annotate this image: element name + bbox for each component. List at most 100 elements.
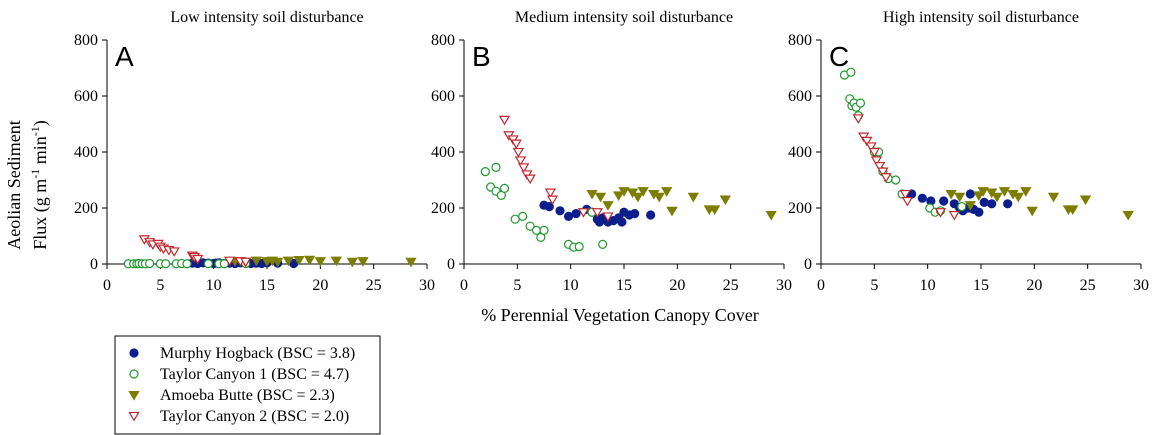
data-point xyxy=(917,193,927,203)
data-point xyxy=(948,210,960,221)
data-point xyxy=(518,211,528,221)
x-tick-label: 20 xyxy=(669,277,685,294)
data-point xyxy=(539,225,549,235)
data-point xyxy=(602,212,614,222)
x-tick-label: 15 xyxy=(973,277,989,294)
data-point xyxy=(480,167,490,177)
x-tick-label: 25 xyxy=(1080,277,1096,294)
data-point xyxy=(945,189,957,200)
data-point xyxy=(594,192,607,203)
panel-title: Low intensity soil disturbance xyxy=(170,9,363,26)
data-point xyxy=(1067,205,1079,215)
data-point xyxy=(330,256,342,267)
panel-title: Medium intensity soil disturbance xyxy=(515,9,733,26)
data-point xyxy=(518,163,530,173)
data-point xyxy=(617,217,627,227)
x-tick-label: 30 xyxy=(776,277,792,294)
data-point xyxy=(161,259,171,269)
series-taylor2 xyxy=(138,235,252,268)
data-point xyxy=(899,189,911,200)
x-tick-label: 25 xyxy=(723,277,739,294)
data-point xyxy=(514,156,527,166)
data-point xyxy=(987,199,997,209)
y-tick-label: 200 xyxy=(788,200,812,217)
x-tick-label: 5 xyxy=(513,277,521,294)
y-axis-label-line1: Aeolian Sediment xyxy=(4,120,24,249)
series-taylor2 xyxy=(498,115,614,222)
y-tick-label: 0 xyxy=(804,256,812,273)
data-point xyxy=(861,136,873,147)
panel-letter: B xyxy=(472,41,491,72)
legend-box xyxy=(114,335,381,435)
data-point xyxy=(653,192,665,203)
x-tick-label: 10 xyxy=(206,277,222,294)
data-point xyxy=(586,189,598,200)
data-point xyxy=(357,257,369,267)
data-point xyxy=(571,209,581,219)
panel-title: High intensity soil disturbance xyxy=(883,9,1079,26)
legend-marker xyxy=(128,411,140,422)
data-point xyxy=(901,196,914,207)
x-tick-label: 20 xyxy=(312,277,328,294)
y-axis-label-line2: Flux (g m-1 min-1) xyxy=(28,120,51,250)
data-point xyxy=(192,254,204,265)
data-point xyxy=(405,257,417,268)
data-point xyxy=(973,191,985,201)
data-point xyxy=(499,183,510,193)
x-tick-label: 5 xyxy=(156,277,164,294)
data-point xyxy=(314,257,326,267)
data-point xyxy=(272,257,284,268)
x-tick-label: 25 xyxy=(366,277,382,294)
data-point xyxy=(525,221,535,231)
data-point xyxy=(613,191,625,201)
data-point xyxy=(544,188,557,199)
x-tick-label: 0 xyxy=(103,277,111,294)
x-tick-label: 20 xyxy=(1026,277,1042,294)
x-tick-label: 10 xyxy=(920,277,936,294)
data-point xyxy=(574,242,584,252)
y-tick-label: 800 xyxy=(74,32,98,49)
y-tick-label: 800 xyxy=(788,32,812,49)
legend-label: Taylor Canyon 2 (BSC = 2.0) xyxy=(160,408,349,425)
data-point xyxy=(852,114,864,124)
panel-letter: C xyxy=(829,41,849,72)
data-point xyxy=(637,187,649,197)
y-tick-label: 600 xyxy=(74,88,98,105)
data-point xyxy=(510,139,522,150)
data-point xyxy=(524,174,536,185)
data-point xyxy=(934,208,947,218)
data-point xyxy=(974,207,984,217)
legend-marker xyxy=(129,369,139,379)
data-point xyxy=(880,173,892,183)
data-point xyxy=(865,142,877,152)
data-point xyxy=(224,256,236,267)
data-point xyxy=(602,201,614,211)
data-point xyxy=(145,258,155,269)
data-point xyxy=(182,259,192,269)
data-point xyxy=(687,192,699,203)
data-point xyxy=(1003,199,1013,209)
data-point xyxy=(661,187,673,197)
data-point xyxy=(977,187,989,197)
series-amoeba xyxy=(586,187,777,221)
data-point xyxy=(168,247,180,257)
y-tick-label: 800 xyxy=(431,32,455,49)
data-point xyxy=(1012,192,1024,203)
data-point xyxy=(591,208,603,218)
x-tick-label: 30 xyxy=(1133,277,1149,294)
y-tick-label: 200 xyxy=(74,200,98,217)
y-tick-label: 400 xyxy=(431,144,455,161)
panels: Low intensity soil disturbanceA020040060… xyxy=(74,9,1149,294)
legend-marker xyxy=(129,348,139,358)
legend-entry-murphy: Murphy Hogback (BSC = 3.8) xyxy=(129,345,355,362)
legend-label: Taylor Canyon 1 (BSC = 4.7) xyxy=(160,366,349,383)
x-tick-label: 15 xyxy=(259,277,275,294)
data-point xyxy=(491,162,501,172)
x-tick-label: 10 xyxy=(563,277,579,294)
data-point xyxy=(498,115,511,126)
data-point xyxy=(855,98,866,108)
panel-a: Low intensity soil disturbanceA020040060… xyxy=(74,9,435,294)
series-taylor2 xyxy=(852,114,960,221)
x-tick-label: 5 xyxy=(870,277,878,294)
